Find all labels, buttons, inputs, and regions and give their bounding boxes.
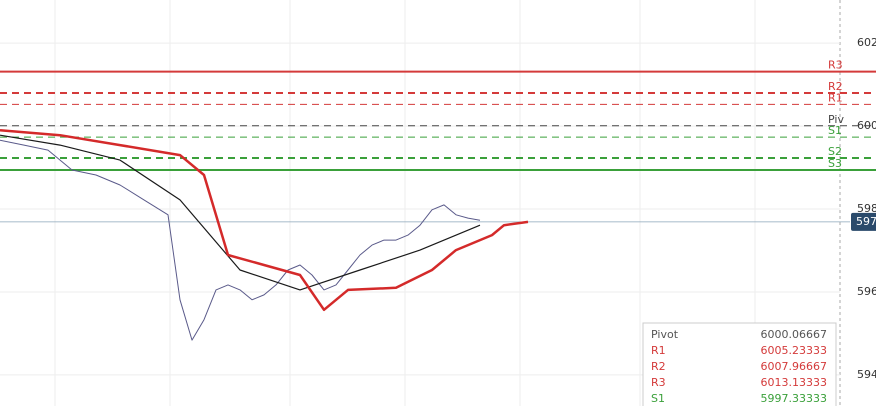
- pivot-table-name: R2: [651, 360, 666, 373]
- price-series: [0, 128, 529, 312]
- y-tick-label: 596: [857, 285, 876, 298]
- pivot-table-name: S1: [651, 392, 665, 405]
- y-tick-label: 598: [857, 202, 876, 215]
- pivot-level-label: R1: [828, 91, 843, 104]
- pivot-level-label: S3: [828, 157, 842, 170]
- pivot-table-name: R1: [651, 344, 666, 357]
- y-tick-label: 602: [857, 36, 876, 49]
- pivot-table-box: [642, 322, 837, 406]
- pivot-table-value: 6000.06667: [761, 328, 827, 341]
- y-tick-label: 594: [857, 368, 876, 381]
- pivot-table-value: 6007.96667: [761, 360, 827, 373]
- pivot-table: Pivot 6000.06667 R1 6005.23333 R2 6007.96667 R…: [642, 322, 837, 406]
- pivot-level-label: S2: [828, 145, 842, 158]
- pivot-table-name: Pivot: [651, 328, 679, 341]
- pivot-level-label: Piv: [828, 113, 844, 126]
- price-series: [0, 134, 481, 291]
- last-price-badge: [851, 212, 876, 231]
- pivot-level-label: S1: [828, 124, 842, 137]
- pivot-level-label: R2: [828, 80, 843, 93]
- pivot-table-value: 6005.23333: [761, 344, 827, 357]
- pivot-level-label: R3: [828, 59, 843, 72]
- pivot-table-value: 5997.33333: [761, 392, 827, 405]
- price-series: [0, 139, 481, 341]
- pivot-table-name: R3: [651, 376, 666, 389]
- last-price-label: 597: [856, 215, 876, 228]
- pivot-table-value: 6013.13333: [761, 376, 827, 389]
